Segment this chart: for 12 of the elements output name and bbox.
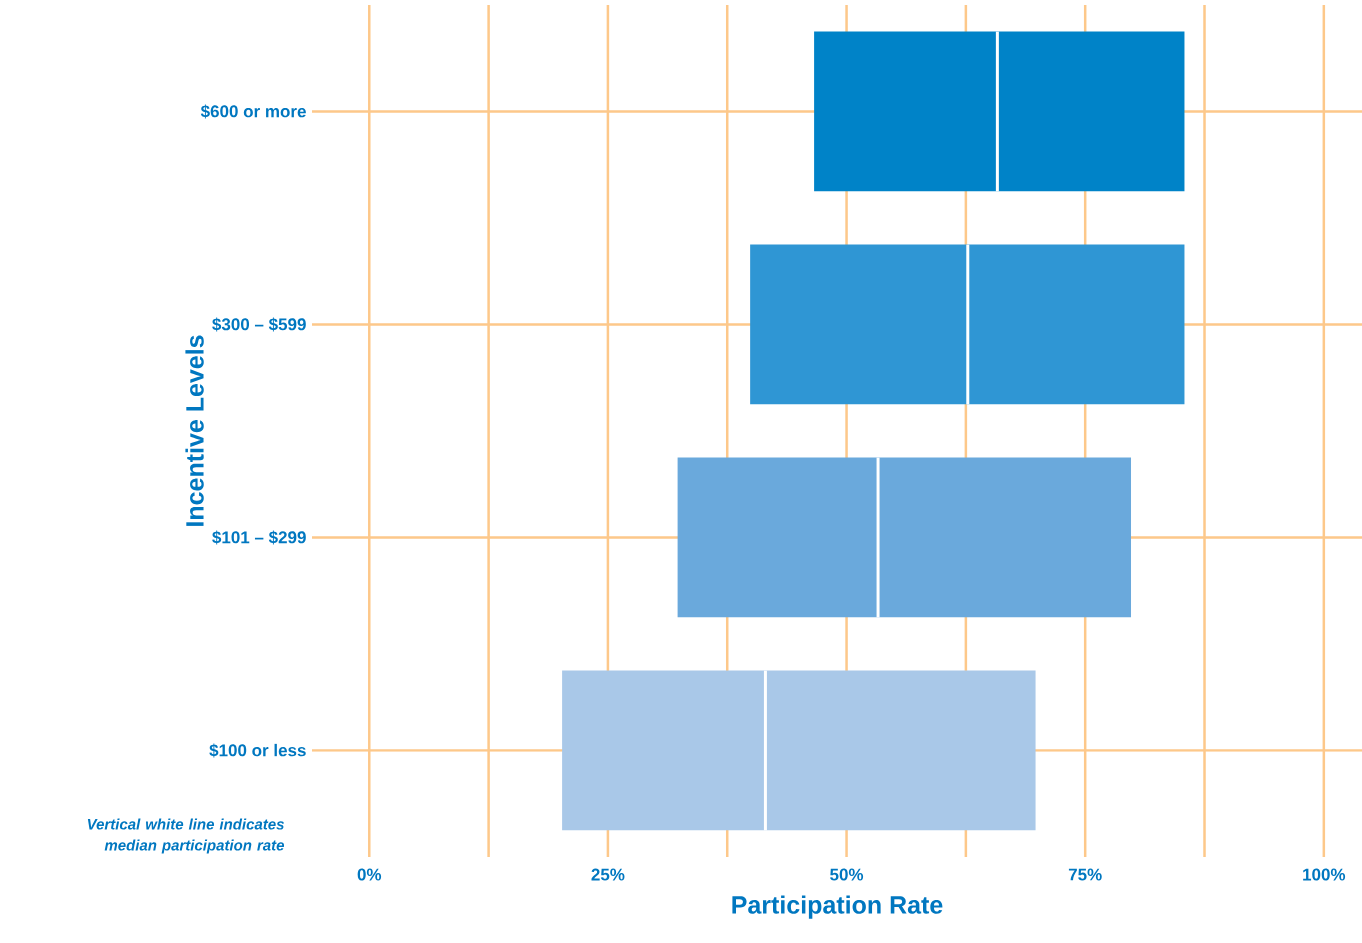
y-tick-label: $100 or less xyxy=(209,743,306,758)
x-tick-label: 50% xyxy=(830,868,864,881)
text: Vertical white line indicates median participation rate xyxy=(87,818,285,854)
x-tick-label: 75% xyxy=(1068,868,1102,881)
y-tick-label: $600 or more xyxy=(200,104,306,119)
x-tick-label: 100% xyxy=(1303,868,1346,881)
x-axis-title: Participation Rate xyxy=(732,895,943,919)
x-tick-label: 25% xyxy=(591,868,625,881)
y-tick-label: $300 – $599 xyxy=(212,317,306,332)
y-axis-title: Incentive Levels xyxy=(185,335,204,526)
y-tick-label: $101 – $299 xyxy=(212,530,306,545)
x-tick-label: 0% xyxy=(357,868,382,881)
